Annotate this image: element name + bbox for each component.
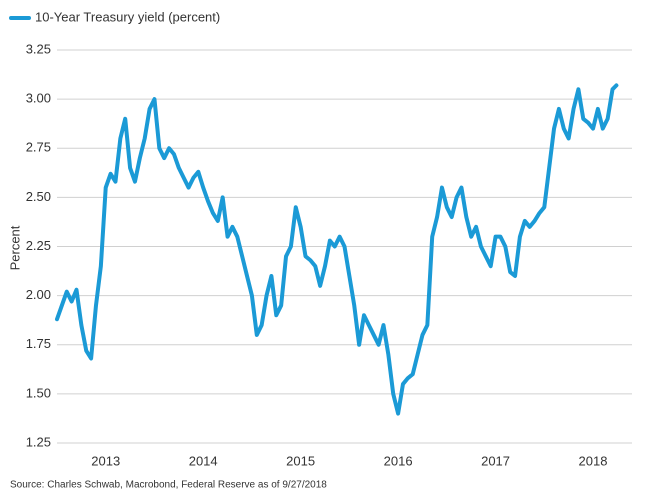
x-tick-label: 2015 <box>286 453 315 468</box>
y-tick-label: 3.00 <box>26 91 51 106</box>
y-axis-label: Percent <box>7 225 22 270</box>
x-tick-label: 2013 <box>91 453 120 468</box>
y-tick-label: 2.25 <box>26 238 51 253</box>
y-tick-label: 3.25 <box>26 41 51 56</box>
y-tick-label: 1.50 <box>26 385 51 400</box>
y-tick-label: 2.50 <box>26 189 51 204</box>
x-tick-label: 2014 <box>189 453 218 468</box>
y-tick-label: 2.00 <box>26 287 51 302</box>
legend-label: 10-Year Treasury yield (percent) <box>35 9 220 24</box>
x-tick-label: 2017 <box>481 453 510 468</box>
series-line <box>55 83 619 416</box>
y-tick-label: 2.75 <box>26 140 51 155</box>
x-tick-label: 2016 <box>384 453 413 468</box>
x-tick-label: 2018 <box>579 453 608 468</box>
y-tick-label: 1.75 <box>26 336 51 351</box>
source-note: Source: Charles Schwab, Macrobond, Feder… <box>10 480 327 491</box>
y-tick-label: 1.25 <box>26 434 51 449</box>
